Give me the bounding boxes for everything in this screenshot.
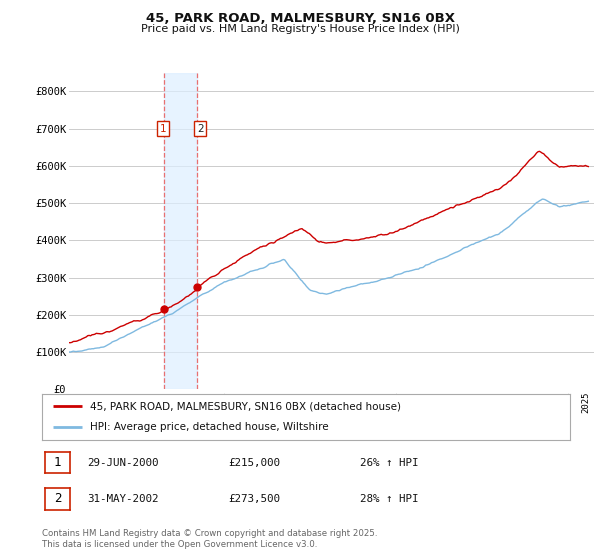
Text: Price paid vs. HM Land Registry's House Price Index (HPI): Price paid vs. HM Land Registry's House … [140, 24, 460, 34]
Bar [164, 73, 197, 389]
Text: 1: 1 [160, 124, 166, 134]
Text: 26% ↑ HPI: 26% ↑ HPI [360, 458, 419, 468]
Text: £273,500: £273,500 [228, 494, 280, 504]
Text: 28% ↑ HPI: 28% ↑ HPI [360, 494, 419, 504]
Text: Contains HM Land Registry data © Crown copyright and database right 2025.
This d: Contains HM Land Registry data © Crown c… [42, 529, 377, 549]
Text: 29-JUN-2000: 29-JUN-2000 [87, 458, 158, 468]
Text: 45, PARK ROAD, MALMESBURY, SN16 0BX: 45, PARK ROAD, MALMESBURY, SN16 0BX [146, 12, 455, 25]
Text: £215,000: £215,000 [228, 458, 280, 468]
Text: 1: 1 [54, 456, 61, 469]
Text: 2: 2 [54, 492, 61, 506]
Text: 45, PARK ROAD, MALMESBURY, SN16 0BX (detached house): 45, PARK ROAD, MALMESBURY, SN16 0BX (det… [89, 401, 401, 411]
Text: 31-MAY-2002: 31-MAY-2002 [87, 494, 158, 504]
Text: HPI: Average price, detached house, Wiltshire: HPI: Average price, detached house, Wilt… [89, 422, 328, 432]
Text: 2: 2 [197, 124, 203, 134]
